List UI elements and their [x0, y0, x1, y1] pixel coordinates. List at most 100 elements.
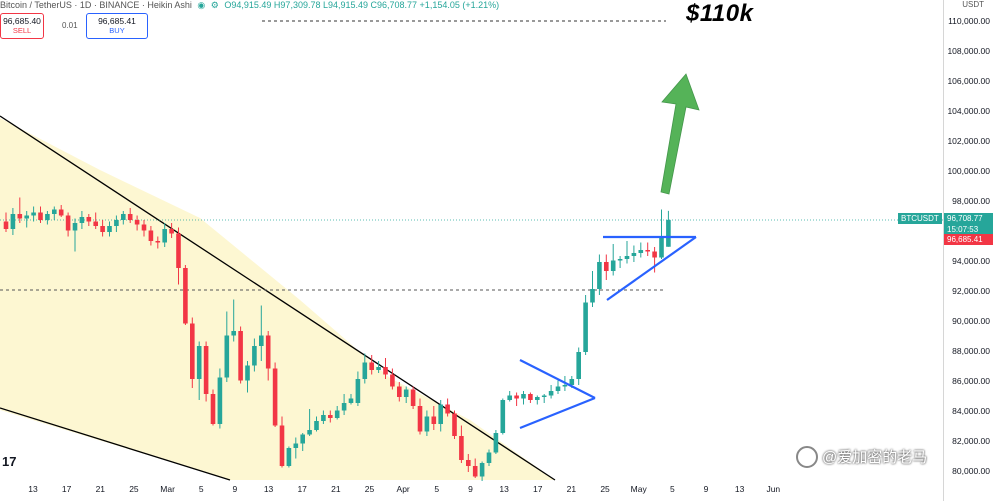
time-axis-label: 9: [232, 484, 238, 494]
candle-down: [445, 404, 450, 414]
sell-button[interactable]: 96,685.40 SELL: [0, 13, 44, 39]
candle-up: [424, 416, 430, 432]
candle-up: [438, 404, 443, 424]
candle-up: [224, 335, 230, 378]
wedge-lower-trendline: [0, 407, 231, 481]
countdown-tag: 15:07:53: [944, 224, 993, 235]
candle-down: [410, 389, 416, 406]
candle-up: [617, 259, 623, 261]
candle-up: [666, 219, 671, 247]
candle-up: [493, 433, 499, 453]
time-axis-label: 25: [129, 484, 139, 494]
candle-up: [162, 229, 167, 243]
price-axis-label: 90,000.00: [952, 315, 990, 326]
candle-down: [141, 224, 147, 231]
candle-down: [127, 214, 133, 220]
tradingview-logo[interactable]: 17: [2, 454, 17, 469]
candle-up: [631, 253, 637, 256]
time-axis-label: 25: [364, 484, 375, 494]
target-annotation: $110k: [686, 0, 754, 27]
candle-up: [24, 215, 29, 219]
price-axis[interactable]: USDT 110,000.00 108,000.00 106,000.00 104,0…: [943, 0, 993, 501]
price-chart[interactable]: [0, 0, 943, 501]
candle-up: [321, 415, 326, 421]
currency-label: USDT: [962, 0, 984, 9]
time-axis-label: 25: [600, 484, 610, 494]
candle-up: [72, 223, 78, 231]
time-axis-label: 9: [468, 484, 473, 494]
candle-down: [176, 233, 181, 268]
candle-up: [362, 362, 368, 379]
candle-down: [86, 217, 92, 222]
candles-group: [3, 197, 671, 481]
chart-header: Bitcoin / TetherUS · 1D · BINANCE · Heik…: [0, 0, 499, 12]
candle-down: [383, 367, 388, 375]
time-axis-label: 21: [95, 484, 106, 494]
eye-icon[interactable]: ◉: [197, 0, 206, 10]
candle-down: [604, 262, 609, 271]
candle-down: [328, 415, 333, 418]
candle-down: [431, 416, 437, 424]
candle-up: [300, 434, 305, 444]
settings-icon[interactable]: ⚙: [210, 0, 219, 10]
time-axis-label: 13: [499, 484, 509, 494]
price-axis-label: 104,000.00: [947, 105, 990, 116]
candle-up: [114, 220, 119, 226]
triangle-pattern-1-upper: [519, 359, 596, 399]
time-axis-label: 21: [331, 484, 341, 494]
candle-down: [265, 335, 271, 369]
triangle-pattern-2-lower: [606, 236, 697, 301]
candle-up: [107, 226, 112, 232]
candle-up: [307, 430, 312, 435]
candle-up: [610, 260, 616, 271]
sell-label: SELL: [12, 26, 32, 35]
candle-up: [231, 331, 236, 336]
candle-down: [58, 209, 64, 216]
candle-up: [548, 391, 554, 396]
candle-up: [334, 410, 340, 418]
candle-up: [217, 377, 223, 424]
buy-label: BUY: [109, 26, 125, 35]
candle-up: [45, 214, 50, 220]
chart-area[interactable]: Bitcoin / TetherUS · 1D · BINANCE · Heik…: [0, 0, 943, 501]
candle-up: [500, 400, 506, 433]
price-axis-label: 88,000.00: [952, 345, 990, 356]
price-axis-label: 102,000.00: [947, 135, 990, 146]
candle-up: [259, 335, 264, 346]
time-axis-label: 13: [734, 484, 745, 494]
candle-up: [583, 302, 588, 352]
spread-value: 0.01: [62, 21, 78, 30]
candle-down: [279, 425, 285, 466]
price-axis-label: 84,000.00: [952, 405, 990, 416]
candle-down: [472, 466, 478, 477]
candle-down: [155, 241, 161, 243]
candle-up: [196, 346, 202, 379]
candle-up: [293, 443, 299, 448]
candle-up: [486, 452, 492, 463]
candle-up: [348, 398, 354, 403]
falling-wedge-fill: [0, 118, 555, 480]
time-axis-label: 21: [566, 484, 577, 494]
sell-price: 96,685.40: [3, 16, 41, 26]
candle-up: [507, 395, 512, 400]
candle-down: [514, 395, 519, 399]
price-axis-label: 92,000.00: [952, 285, 990, 296]
candle-up: [569, 379, 575, 385]
wedge-upper-trendline: [0, 115, 556, 481]
symbol-title: Bitcoin / TetherUS · 1D · BINANCE · Heik…: [0, 0, 192, 10]
candle-up: [31, 212, 36, 216]
candle-down: [183, 268, 188, 324]
candle-down: [390, 374, 395, 387]
candle-up: [576, 352, 581, 379]
candle-up: [10, 214, 16, 229]
candle-up: [624, 256, 630, 259]
candle-down: [652, 251, 657, 258]
candle-up: [555, 386, 561, 391]
time-axis-label: 9: [703, 484, 709, 494]
buy-button[interactable]: 96,685.41 BUY: [86, 13, 148, 39]
candle-down: [169, 229, 174, 234]
candle-up: [52, 209, 57, 214]
time-axis-label: 17: [297, 484, 307, 494]
candle-up: [79, 217, 85, 223]
candle-down: [203, 346, 209, 394]
